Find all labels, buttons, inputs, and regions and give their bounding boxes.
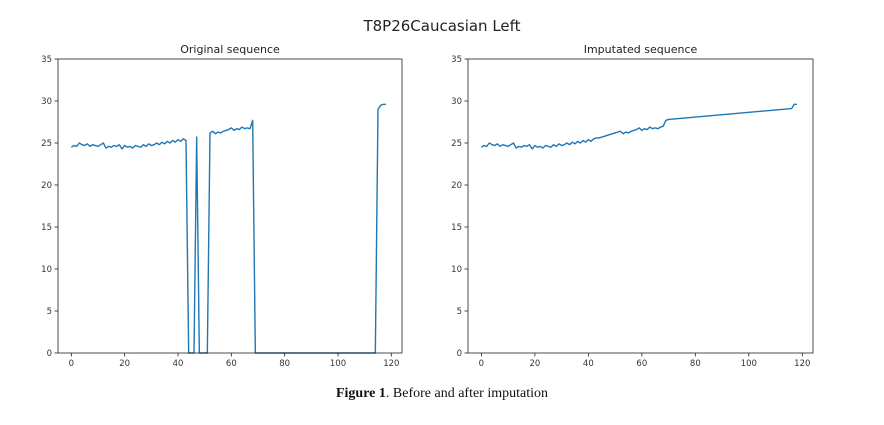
original-y-tick-label: 10 [41, 265, 52, 275]
imputated-x-tick-label: 120 [794, 359, 810, 369]
original-y-tick-label: 0 [47, 349, 52, 359]
original-y-tick-label: 25 [41, 139, 52, 149]
imputated-axes-frame [467, 58, 814, 354]
original-x-tick-label: 0 [69, 359, 74, 369]
caption-text: . Before and after imputation [385, 386, 548, 401]
original-y-tick-label: 15 [41, 223, 52, 233]
imputated-x-tick-label: 40 [583, 359, 594, 369]
imputated-y-tick-label: 30 [451, 97, 462, 107]
original-x-tick-label: 80 [279, 359, 290, 369]
imputated-y-tick-label: 20 [451, 181, 462, 191]
imputated-y-tick-label: 10 [451, 265, 462, 275]
original-axes-frame [57, 58, 403, 354]
original-y-tick-label: 5 [47, 307, 52, 317]
imputated-x-tick-label: 60 [636, 359, 647, 369]
original-x-tick-label: 20 [119, 359, 130, 369]
original-y-tick-label: 35 [41, 55, 52, 65]
original-x-tick-label: 60 [226, 359, 237, 369]
figure-suptitle: T8P26Caucasian Left [362, 17, 520, 35]
chart-original-sequence: Original sequence 0 20 40 60 80 100 120 0 5 10 15 20… [41, 43, 403, 369]
original-chart-title: Original sequence [180, 43, 280, 56]
original-x-tick-label: 120 [383, 359, 399, 369]
imputated-y-tick-label: 15 [451, 223, 462, 233]
original-series-line [70, 103, 386, 354]
imputated-y-tick-label: 25 [451, 139, 462, 149]
original-y-tick-label: 20 [41, 181, 52, 191]
imputated-x-tick-label: 0 [479, 359, 484, 369]
original-x-tick-label: 40 [173, 359, 184, 369]
original-y-tick-label: 30 [41, 97, 52, 107]
imputated-x-tick-label: 20 [529, 359, 540, 369]
chart-imputated-sequence: Imputated sequence 0 20 40 60 80 100 120 0 5 10 15 2… [451, 43, 814, 369]
imputated-y-tick-label: 0 [457, 349, 462, 359]
imputated-x-tick-label: 80 [690, 359, 701, 369]
figure-caption: Figure 1. Before and after imputation [0, 386, 884, 402]
caption-label: Figure 1 [335, 386, 386, 401]
imputated-series-line [480, 103, 797, 150]
imputated-x-tick-label: 100 [741, 359, 757, 369]
imputated-y-tick-label: 5 [457, 307, 462, 317]
imputated-y-tick-label: 35 [451, 55, 462, 65]
original-x-tick-label: 100 [330, 359, 346, 369]
imputated-chart-title: Imputated sequence [584, 43, 698, 56]
